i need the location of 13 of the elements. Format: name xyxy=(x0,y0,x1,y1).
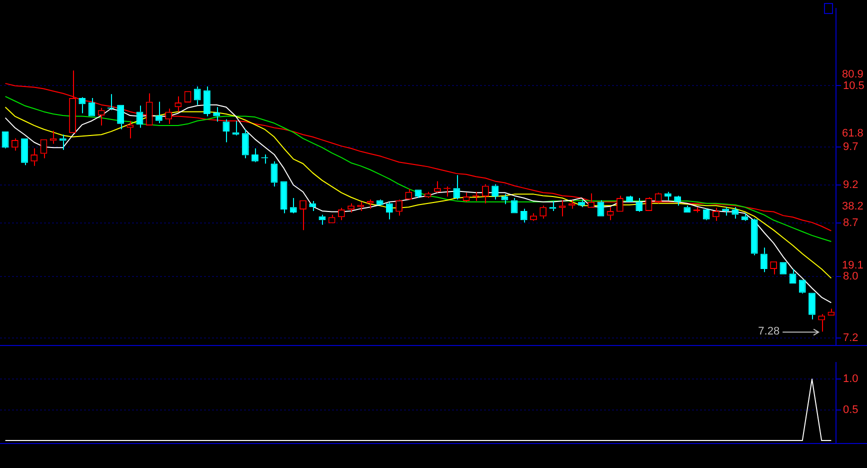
y-tick-label: 8.0 xyxy=(843,270,858,283)
y-tick-label: 0.5 xyxy=(843,404,858,416)
annotation: 7.28 xyxy=(758,326,780,338)
y-tick-label: 7.2 xyxy=(843,332,858,344)
y2-tick-label: 19.1 xyxy=(842,259,864,272)
y-tick-label: 8.7 xyxy=(843,217,858,230)
y2-tick-label: 61.8 xyxy=(842,127,864,140)
y-tick-label: 1.0 xyxy=(843,373,858,386)
y-tick-label: 9.7 xyxy=(843,140,858,153)
y2-tick-label: 80.9 xyxy=(842,68,864,80)
y-tick-label: 10.5 xyxy=(843,80,864,92)
y-tick-label: 9.2 xyxy=(843,179,858,192)
y2-tick-label: 38.2 xyxy=(842,200,864,212)
